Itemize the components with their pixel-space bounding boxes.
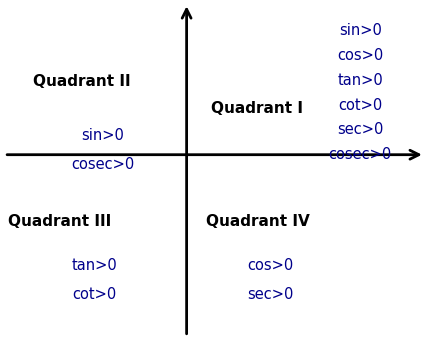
- Text: cos>0: cos>0: [247, 258, 293, 273]
- Text: cot>0: cot>0: [338, 98, 383, 113]
- Text: cosec>0: cosec>0: [71, 157, 135, 172]
- Text: Quadrant I: Quadrant I: [211, 101, 303, 116]
- Text: tan>0: tan>0: [338, 73, 383, 88]
- Text: cos>0: cos>0: [337, 48, 384, 63]
- Text: sec>0: sec>0: [247, 287, 293, 302]
- Text: sin>0: sin>0: [82, 129, 124, 143]
- Text: cosec>0: cosec>0: [329, 147, 392, 162]
- Text: Quadrant II: Quadrant II: [33, 74, 130, 89]
- Text: sin>0: sin>0: [339, 23, 382, 38]
- Text: cot>0: cot>0: [72, 287, 117, 302]
- Text: sec>0: sec>0: [337, 122, 384, 137]
- Text: Quadrant III: Quadrant III: [9, 214, 112, 228]
- Text: Quadrant IV: Quadrant IV: [205, 214, 309, 228]
- Text: tan>0: tan>0: [72, 258, 117, 273]
